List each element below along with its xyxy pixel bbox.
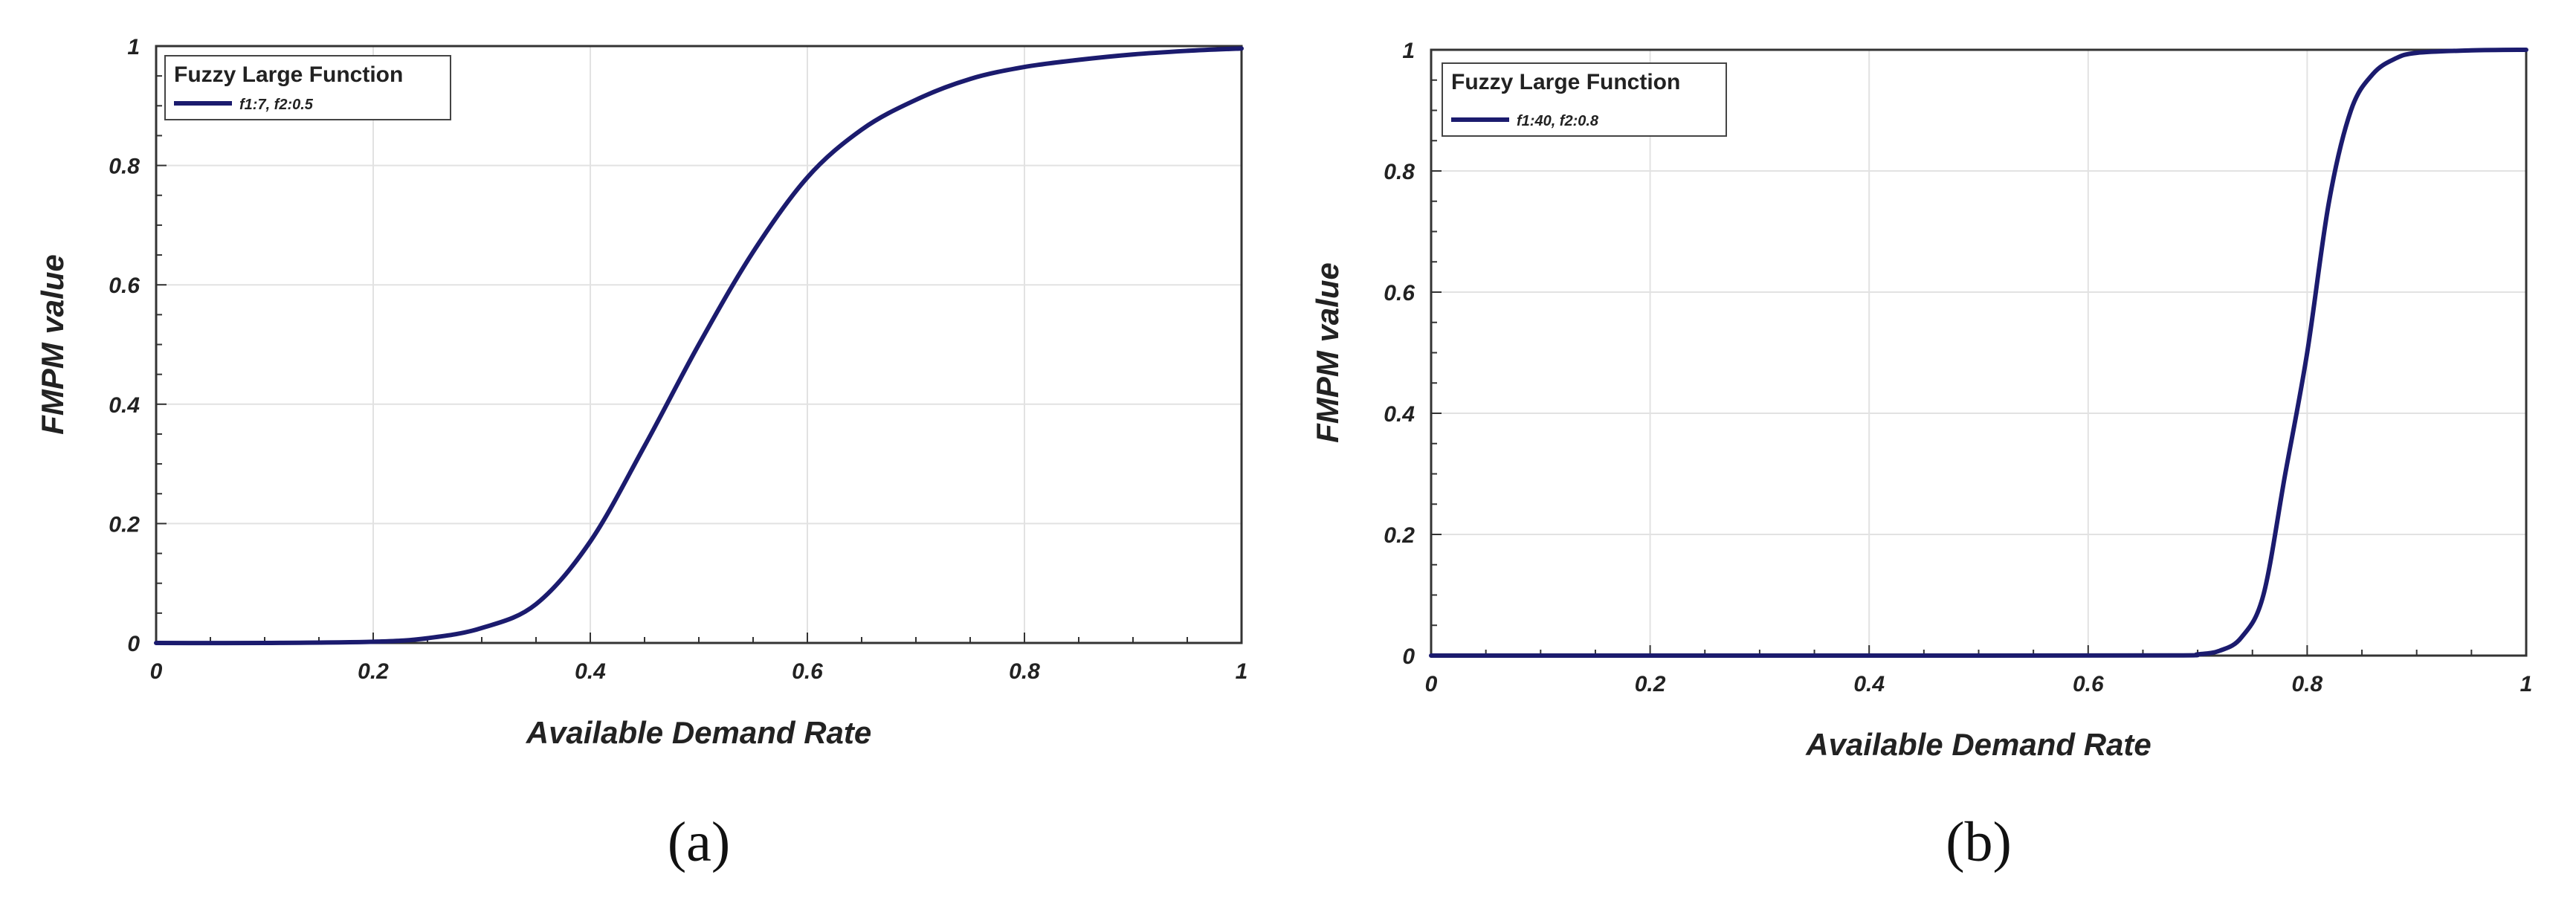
series-line-a bbox=[154, 46, 1244, 646]
legend-entry-a: f1:7, f2:0.5 bbox=[239, 97, 314, 113]
y-tick-labels-a: 0 0.2 0.4 0.6 0.8 1 bbox=[109, 35, 140, 656]
y-tick-label-a: 0.8 bbox=[109, 155, 140, 179]
legend-box-b bbox=[1442, 62, 1727, 137]
chart-panel-a: 0 0.2 0.4 0.6 0.8 1 0 0.2 0.4 0.6 0.8 1 Fuzzy Larg… bbox=[35, 35, 1247, 873]
legend-entry-b: f1:40, f2:0.8 bbox=[1517, 113, 1599, 129]
ticks-b bbox=[1430, 49, 2527, 656]
grid-b bbox=[1430, 49, 2527, 656]
x-tick-label-a: 0.4 bbox=[575, 659, 606, 684]
x-axis-label-a: Available Demand Rate bbox=[526, 715, 872, 750]
y-tick-label-a: 1 bbox=[127, 35, 140, 59]
legend-title-a: Fuzzy Large Function bbox=[174, 62, 403, 87]
legend-b: Fuzzy Large Function f1:40, f2:0.8 bbox=[1442, 62, 1727, 137]
y-tick-label-a: 0 bbox=[127, 632, 140, 656]
y-tick-label-b: 0 bbox=[1402, 644, 1415, 669]
series-line-b bbox=[1429, 48, 2528, 659]
panel-label-b: (b) bbox=[1946, 811, 2012, 873]
x-tick-label-b: 0.4 bbox=[1853, 672, 1885, 696]
panel-label-a: (a) bbox=[668, 811, 730, 873]
chart-panel-b: 0 0.2 0.4 0.6 0.8 1 0 0.2 0.4 0.6 0.8 1 Fuzzy Larg… bbox=[1310, 39, 2532, 873]
legend-title-b: Fuzzy Large Function bbox=[1451, 70, 1680, 94]
x-tick-label-a: 1 bbox=[1236, 659, 1248, 684]
x-tick-labels-a: 0 0.2 0.4 0.6 0.8 1 bbox=[150, 659, 1248, 684]
x-tick-label-a: 0.2 bbox=[358, 659, 389, 684]
y-tick-labels-b: 0 0.2 0.4 0.6 0.8 1 bbox=[1384, 39, 1415, 669]
y-tick-label-a: 0.2 bbox=[109, 512, 140, 537]
x-tick-label-b: 0.6 bbox=[2073, 672, 2104, 696]
plot-frame-b bbox=[1430, 48, 2528, 657]
legend-a: Fuzzy Large Function f1:7, f2:0.5 bbox=[164, 55, 451, 120]
x-tick-label-b: 0 bbox=[1425, 672, 1438, 696]
y-tick-label-b: 0.8 bbox=[1384, 160, 1415, 184]
x-tick-label-a: 0.8 bbox=[1009, 659, 1040, 684]
y-tick-label-b: 0.4 bbox=[1384, 402, 1415, 427]
x-tick-label-b: 0.2 bbox=[1635, 672, 1666, 696]
x-tick-label-b: 1 bbox=[2520, 672, 2533, 696]
y-tick-label-a: 0.4 bbox=[109, 393, 140, 418]
legend-box-a bbox=[164, 55, 451, 120]
y-axis-label-a: FMPM value bbox=[35, 254, 70, 435]
y-tick-label-b: 1 bbox=[1402, 39, 1415, 63]
x-tick-labels-b: 0 0.2 0.4 0.6 0.8 1 bbox=[1425, 672, 2533, 696]
x-tick-label-a: 0 bbox=[150, 659, 163, 684]
x-axis-label-b: Available Demand Rate bbox=[1805, 727, 2151, 762]
y-tick-label-b: 0.6 bbox=[1384, 281, 1415, 305]
y-tick-label-a: 0.6 bbox=[109, 274, 140, 298]
y-tick-label-b: 0.2 bbox=[1384, 523, 1415, 548]
x-tick-label-b: 0.8 bbox=[2292, 672, 2323, 696]
x-tick-label-a: 0.6 bbox=[792, 659, 823, 684]
y-axis-label-b: FMPM value bbox=[1310, 262, 1345, 443]
